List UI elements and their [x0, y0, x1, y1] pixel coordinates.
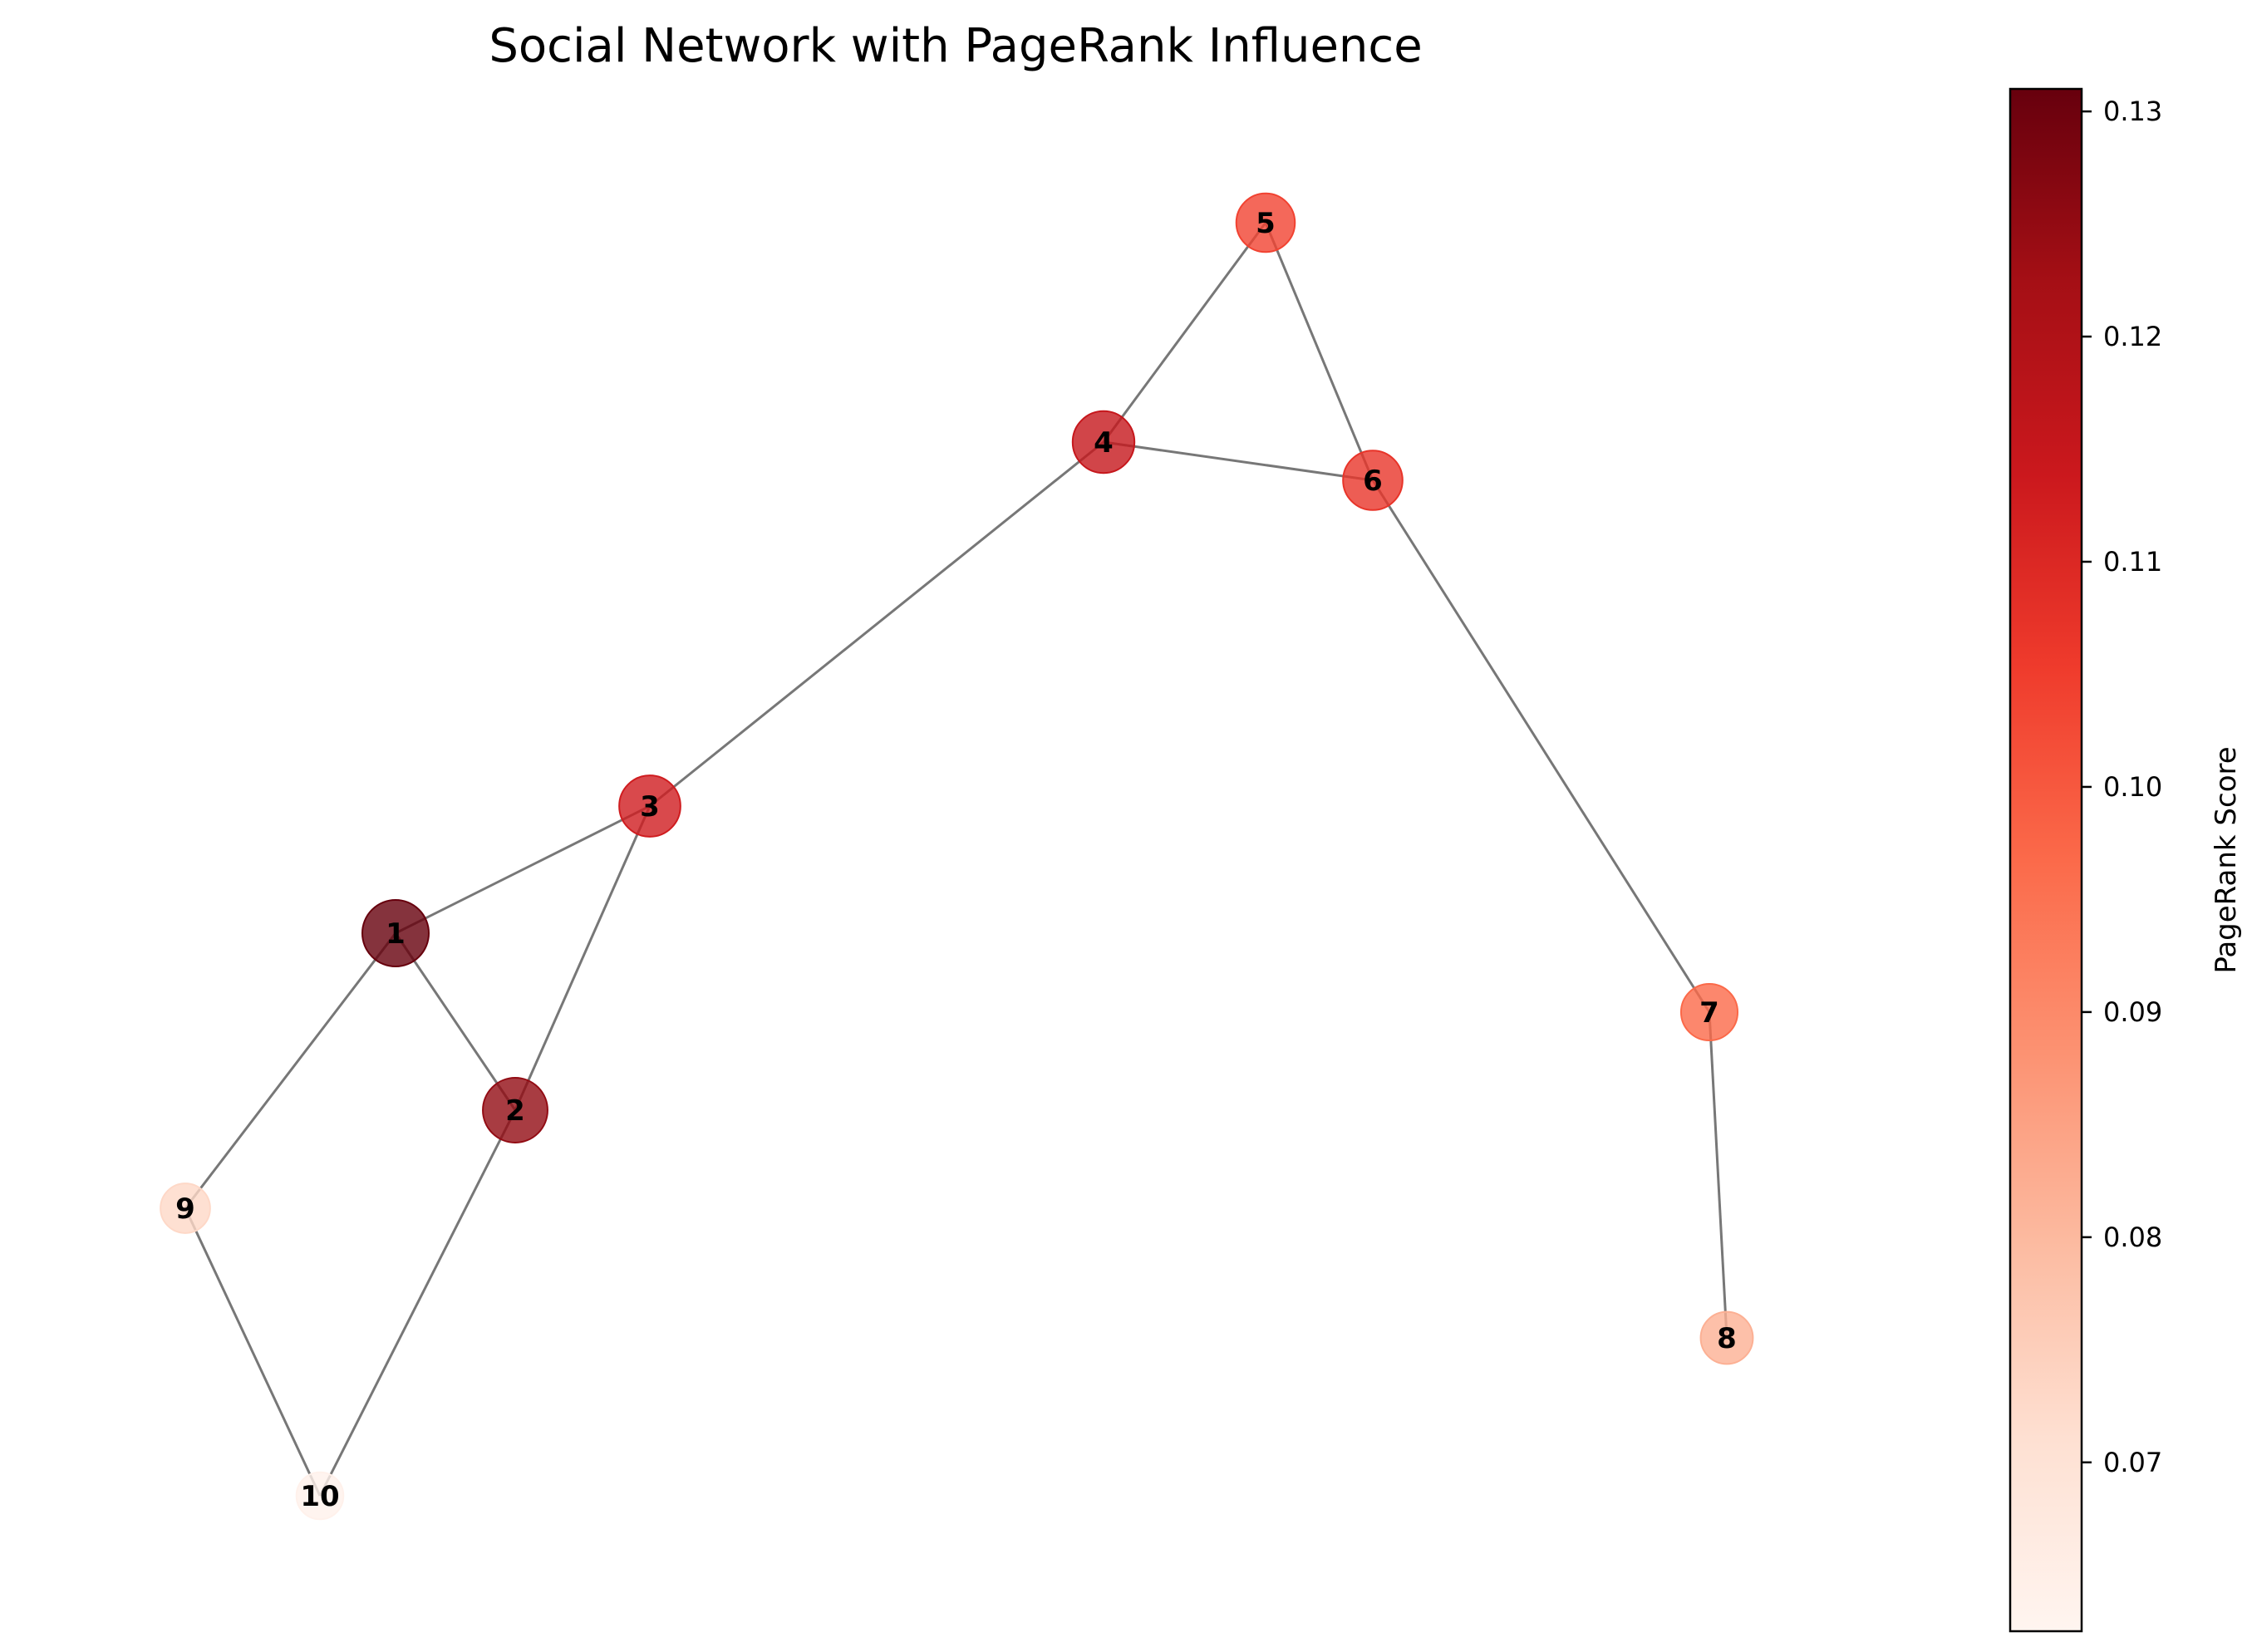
nodes-layer: 1 2 3 4 5 6 7 8 9 10	[160, 192, 1754, 1521]
edges-layer	[184, 222, 1728, 1497]
edge-6-7	[1371, 479, 1711, 1013]
edge-1-9	[184, 932, 397, 1209]
node-4: 4	[1071, 410, 1136, 474]
node-circle-10	[295, 1471, 345, 1521]
node-9: 9	[160, 1182, 211, 1234]
figure-title: Social Network with PageRank Influence	[489, 19, 1422, 73]
node-label-6: 6	[1363, 465, 1383, 498]
edge-4-6	[1103, 440, 1374, 482]
node-label-9: 9	[175, 1192, 195, 1226]
node-8: 8	[1699, 1310, 1754, 1365]
node-label-7: 7	[1699, 996, 1719, 1030]
node-label-10: 10	[300, 1480, 339, 1513]
node-3: 3	[618, 774, 681, 838]
node-label-5: 5	[1256, 207, 1276, 240]
node-circle-8	[1699, 1310, 1754, 1365]
node-circle-6	[1342, 450, 1404, 511]
node-10: 10	[295, 1471, 345, 1521]
colorbar-label: PageRank Score	[2210, 746, 2243, 973]
node-7: 7	[1679, 982, 1739, 1042]
edge-3-4	[649, 440, 1104, 808]
edge-5-6	[1264, 222, 1374, 481]
node-circle-1	[361, 899, 430, 967]
colorbar-gradient	[2009, 87, 2083, 1633]
edge-1-2	[394, 932, 517, 1111]
edge-4-5	[1102, 222, 1267, 443]
node-circle-5	[1235, 192, 1296, 253]
node-circle-2	[482, 1077, 548, 1143]
node-5: 5	[1235, 192, 1296, 253]
colorbar-tick-label: 0.08	[2103, 1222, 2162, 1253]
edge-7-8	[1708, 1011, 1728, 1339]
colorbar-tick-label: 0.13	[2103, 96, 2162, 127]
node-label-2: 2	[505, 1094, 525, 1128]
colorbar-ticks: 0.07 0.08 0.09 0.10 0.11 0.12 0.13	[2082, 96, 2162, 1478]
colorbar-tick-label: 0.09	[2103, 996, 2162, 1028]
node-label-4: 4	[1094, 426, 1114, 460]
node-label-1: 1	[386, 917, 406, 951]
edge-9-10	[184, 1207, 322, 1497]
node-1: 1	[361, 899, 430, 967]
edge-1-3	[395, 804, 651, 935]
colorbar-tick-label: 0.07	[2103, 1447, 2162, 1478]
node-circle-3	[618, 774, 681, 838]
node-label-8: 8	[1717, 1322, 1737, 1355]
node-2: 2	[482, 1077, 548, 1143]
colorbar-tick-label: 0.12	[2103, 321, 2162, 352]
node-6: 6	[1342, 450, 1404, 511]
node-circle-7	[1679, 982, 1739, 1042]
colorbar: 0.07 0.08 0.09 0.10 0.11 0.12 0.13 PageRank Sc…	[2009, 87, 2243, 1633]
node-label-3: 3	[640, 790, 660, 824]
node-circle-9	[160, 1182, 211, 1234]
node-circle-4	[1071, 410, 1136, 474]
colorbar-tick-label: 0.11	[2103, 546, 2162, 578]
colorbar-tick-label: 0.10	[2103, 771, 2162, 803]
edge-2-10	[318, 1109, 517, 1497]
edge-2-3	[514, 805, 651, 1111]
